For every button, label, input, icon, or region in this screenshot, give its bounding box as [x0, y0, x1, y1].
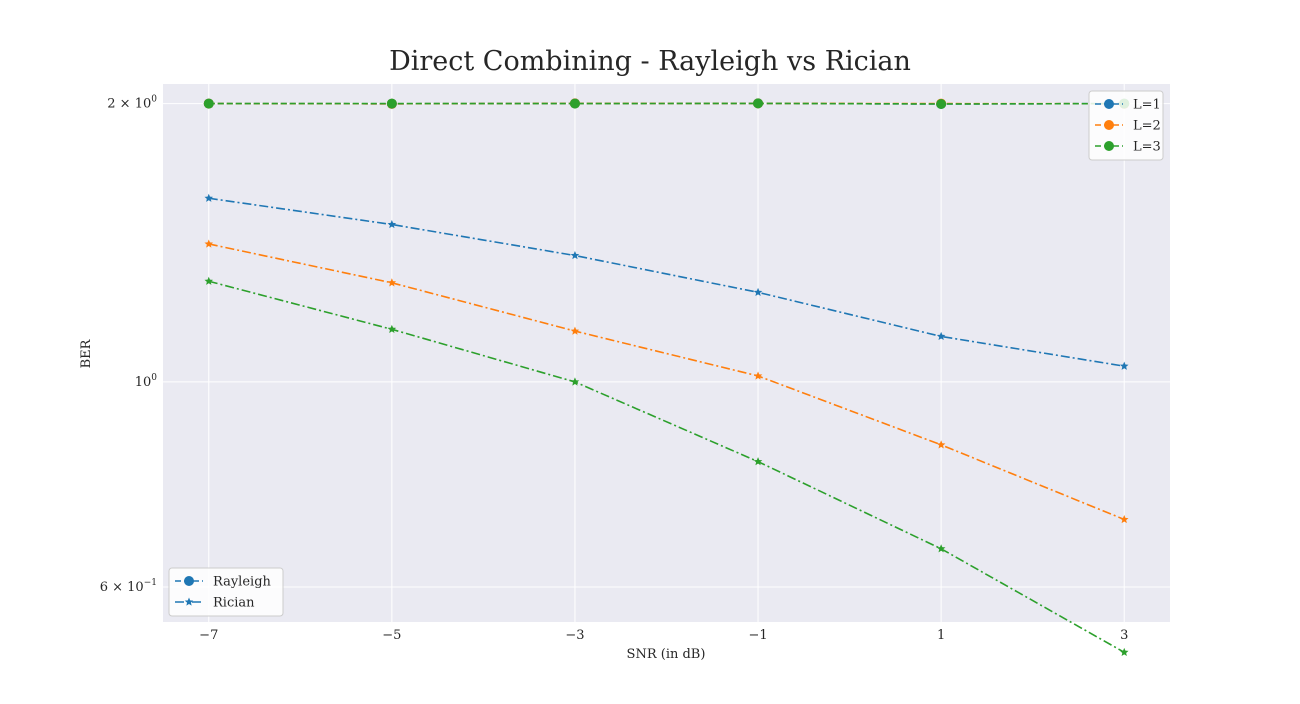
data-point-circle: [1104, 141, 1114, 151]
data-point-circle: [1104, 99, 1114, 109]
y-tick-label: 6 × 10−1: [100, 578, 157, 595]
data-point-circle: [184, 576, 194, 586]
y-tick-label: 2 × 100: [107, 95, 157, 112]
plot-area: [163, 84, 1170, 622]
legend-label: L=1: [1133, 98, 1161, 113]
legend-lower-left: Rayleigh Rician: [169, 568, 283, 616]
chart-title: Direct Combining - Rayleigh vs Rician: [389, 46, 911, 77]
y-tick-label: 100: [135, 373, 158, 390]
data-point-circle: [753, 98, 763, 108]
legend-label: Rician: [213, 596, 255, 611]
x-tick-label: −7: [199, 628, 218, 643]
data-point-circle: [936, 99, 946, 109]
x-tick-label: −5: [382, 628, 401, 643]
x-tick-label: 3: [1120, 628, 1128, 643]
legend-upper-right: L=1 L=2 L=3: [1089, 91, 1163, 160]
y-axis-label: BER: [79, 338, 94, 368]
data-point-circle: [204, 99, 214, 109]
data-point-star: [1120, 648, 1129, 656]
x-tick-label: 1: [937, 628, 945, 643]
legend-label: L=3: [1133, 140, 1161, 155]
data-point-circle: [1104, 120, 1114, 130]
legend-label: Rayleigh: [213, 575, 272, 590]
x-axis-label: SNR (in dB): [627, 647, 706, 662]
legend-label: L=2: [1133, 119, 1161, 134]
data-point-circle: [570, 99, 580, 109]
x-tick-label: −3: [565, 628, 584, 643]
data-point-circle: [387, 99, 397, 109]
x-tick-label: −1: [748, 628, 767, 643]
